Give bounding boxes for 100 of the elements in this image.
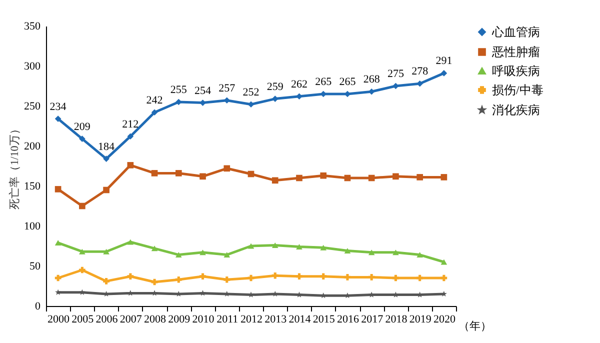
x-tick-label: 2005 bbox=[72, 314, 94, 326]
x-axis-title: （年） bbox=[458, 320, 492, 332]
x-tick-label: 2019 bbox=[409, 314, 432, 326]
point bbox=[103, 248, 110, 254]
data-label: 275 bbox=[387, 68, 404, 80]
point bbox=[127, 239, 134, 245]
data-label: 262 bbox=[290, 78, 308, 90]
x-tick-label: 2008 bbox=[144, 314, 167, 326]
point bbox=[368, 274, 375, 280]
point bbox=[440, 274, 448, 282]
data-label: 242 bbox=[146, 94, 163, 106]
x-tick-label: 2010 bbox=[192, 314, 215, 326]
point bbox=[392, 250, 399, 256]
data-label: 234 bbox=[50, 100, 67, 113]
legend-label: 恶性肿瘤 bbox=[491, 45, 540, 59]
point bbox=[320, 244, 327, 250]
point bbox=[127, 162, 134, 168]
point bbox=[224, 165, 230, 172]
point bbox=[248, 170, 254, 178]
x-tick-label: 2020 bbox=[433, 314, 456, 326]
data-label: 259 bbox=[266, 80, 284, 93]
point bbox=[320, 273, 327, 280]
x-tick-label: 2018 bbox=[385, 314, 408, 326]
point bbox=[272, 177, 278, 184]
x-tick-label: 2007 bbox=[120, 314, 142, 326]
data-label: 265 bbox=[315, 76, 332, 88]
legend-label: 心血管病 bbox=[491, 25, 540, 39]
data-label: 268 bbox=[363, 74, 380, 86]
point bbox=[344, 248, 351, 254]
point bbox=[416, 174, 423, 180]
point bbox=[175, 252, 182, 258]
data-label: 184 bbox=[98, 140, 116, 153]
y-tick-label: 350 bbox=[24, 20, 41, 32]
point bbox=[296, 273, 302, 280]
data-label: 209 bbox=[74, 120, 91, 133]
point bbox=[368, 250, 375, 256]
point bbox=[224, 276, 230, 283]
point bbox=[200, 250, 206, 256]
legend-label: 损伤/中毒 bbox=[492, 83, 544, 97]
point bbox=[296, 93, 302, 100]
point bbox=[248, 243, 254, 249]
point bbox=[392, 82, 399, 90]
point bbox=[272, 96, 278, 102]
point bbox=[392, 274, 399, 282]
point bbox=[224, 252, 230, 258]
point bbox=[103, 186, 110, 194]
point bbox=[272, 272, 278, 279]
legend-label: 消化疾病 bbox=[492, 103, 540, 117]
x-tick-label: 2006 bbox=[96, 314, 118, 326]
data-label: 291 bbox=[436, 55, 452, 68]
point bbox=[272, 242, 278, 248]
point bbox=[200, 290, 206, 296]
y-tick-label: 300 bbox=[24, 60, 41, 72]
data-label: 257 bbox=[218, 82, 236, 94]
y-tick-label: 0 bbox=[35, 300, 41, 312]
point bbox=[151, 246, 158, 252]
point bbox=[248, 101, 254, 108]
point bbox=[79, 266, 86, 274]
x-tick-label: 2012 bbox=[240, 314, 262, 326]
y-tick-label: 200 bbox=[24, 140, 41, 152]
x-tick-label: 2011 bbox=[216, 314, 238, 326]
point bbox=[440, 70, 448, 76]
data-label: 252 bbox=[242, 86, 260, 98]
point bbox=[79, 248, 86, 254]
point bbox=[344, 174, 351, 182]
point bbox=[79, 202, 86, 210]
point bbox=[248, 274, 254, 282]
data-label: 255 bbox=[170, 84, 188, 96]
y-tick-label: 100 bbox=[24, 220, 41, 232]
point bbox=[127, 133, 134, 140]
x-tick-label: 2017 bbox=[361, 314, 384, 326]
y-tick-label: 250 bbox=[24, 100, 41, 112]
point bbox=[151, 170, 158, 176]
data-label: 212 bbox=[122, 118, 139, 130]
point bbox=[103, 278, 110, 284]
x-tick-label: 2014 bbox=[288, 314, 312, 326]
point bbox=[200, 173, 206, 180]
data-label: 278 bbox=[412, 66, 429, 78]
data-label: 265 bbox=[339, 76, 356, 88]
point bbox=[175, 98, 182, 106]
point bbox=[54, 240, 62, 246]
point bbox=[296, 174, 302, 182]
point bbox=[416, 80, 423, 87]
y-axis-title: 死亡率（1/10万） bbox=[8, 124, 21, 210]
point bbox=[54, 274, 62, 282]
x-tick-label: 2015 bbox=[312, 314, 336, 326]
legend-label: 呼吸疾病 bbox=[492, 64, 540, 78]
y-tick-label: 150 bbox=[24, 180, 41, 192]
point bbox=[416, 252, 423, 258]
point bbox=[368, 88, 375, 95]
point bbox=[440, 259, 448, 265]
point bbox=[79, 289, 86, 295]
y-tick-label: 50 bbox=[30, 260, 41, 272]
x-tick-label: 2000 bbox=[48, 314, 70, 326]
point bbox=[175, 276, 182, 283]
point bbox=[151, 109, 158, 116]
point bbox=[54, 116, 62, 122]
point bbox=[392, 173, 399, 180]
point bbox=[368, 174, 375, 182]
point bbox=[416, 274, 423, 282]
